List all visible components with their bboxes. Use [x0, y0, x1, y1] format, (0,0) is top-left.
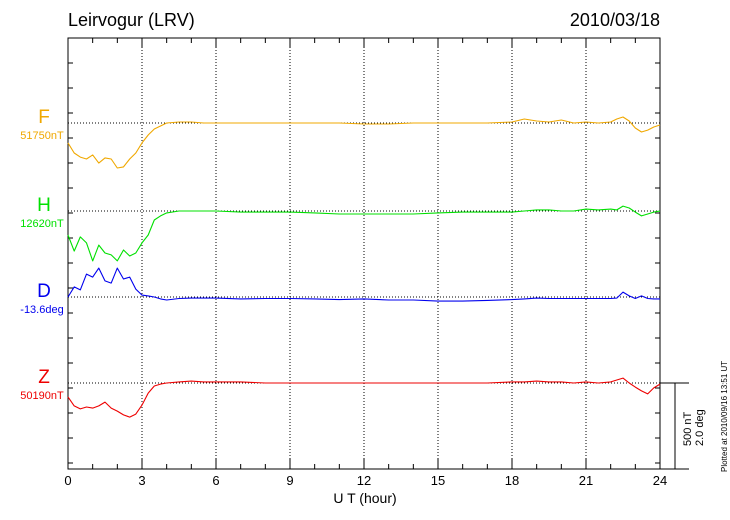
- d-baseline-label: -13.6deg: [20, 304, 64, 316]
- plot-date: 2010/03/18: [569, 10, 660, 30]
- plotted-timestamp: Plotted at 2010/09/16 13:51 UT: [720, 360, 729, 472]
- scale-deg-label: 2.0 deg: [694, 409, 706, 446]
- f-baseline-label: 51750nT: [20, 130, 64, 142]
- x-tick-label: 18: [505, 473, 519, 488]
- x-tick-label: 21: [579, 473, 593, 488]
- d-label: D: [37, 281, 51, 302]
- x-tick-label: 15: [431, 473, 445, 488]
- h-baseline-label: 12620nT: [20, 218, 64, 230]
- scale-nt-label: 500 nT: [682, 411, 694, 446]
- f-label: F: [38, 107, 50, 128]
- h-label: H: [37, 195, 51, 216]
- series-h-line: [67, 205, 661, 262]
- z-baseline-label: 50190nT: [20, 390, 64, 402]
- station-title: Leirvogur (LRV): [68, 10, 195, 30]
- x-tick-label: 12: [357, 473, 371, 488]
- series-f-line: [67, 116, 661, 169]
- x-tick-label: 24: [653, 473, 667, 488]
- x-tick-label: 3: [138, 473, 145, 488]
- x-tick-label: 0: [64, 473, 71, 488]
- series-z-line: [67, 377, 661, 418]
- series-d-line: [67, 267, 660, 302]
- x-tick-label: 9: [286, 473, 293, 488]
- z-label: Z: [38, 367, 50, 388]
- x-tick-label: 6: [212, 473, 219, 488]
- x-axis-label: U T (hour): [333, 490, 397, 506]
